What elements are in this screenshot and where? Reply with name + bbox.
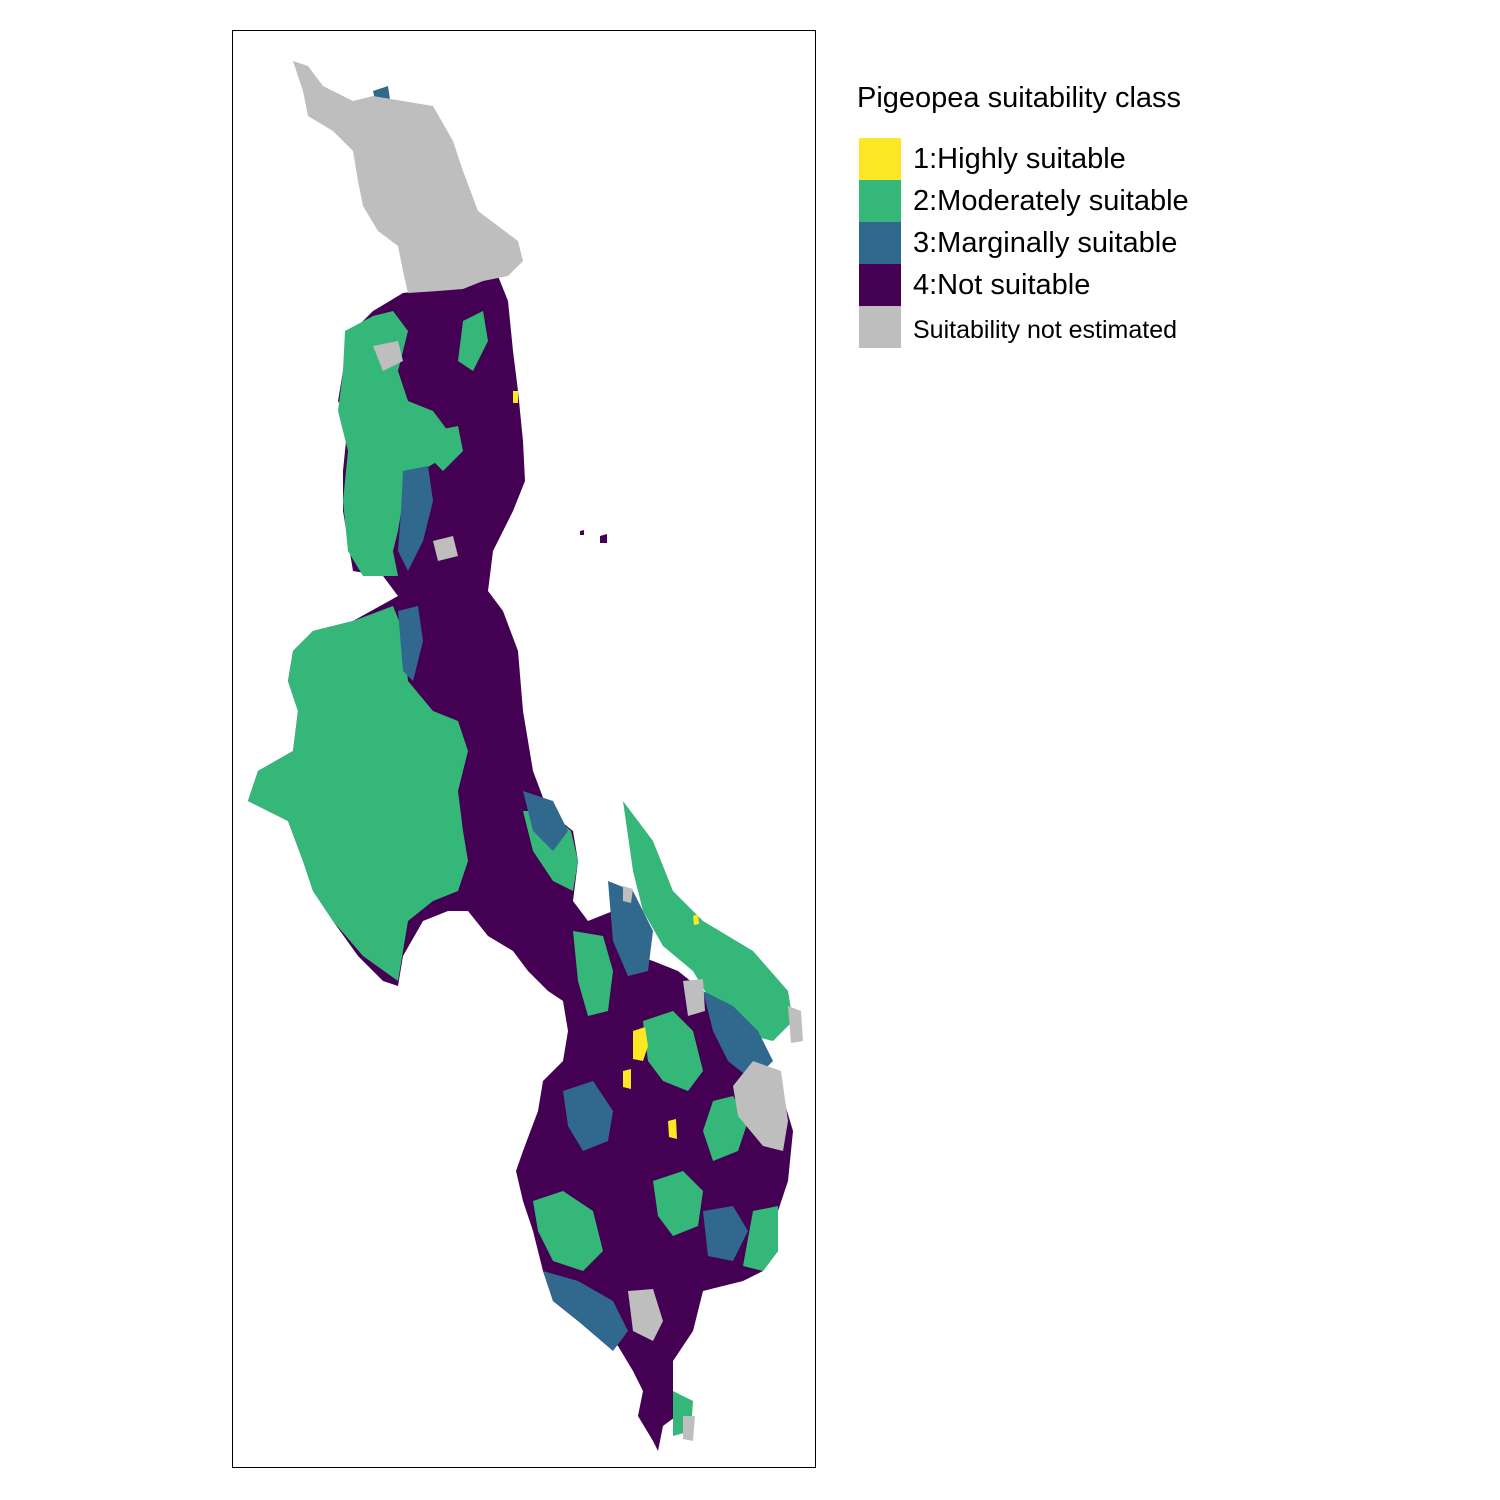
legend-item-highly-suitable: 1:Highly suitable [857,138,1181,180]
legend-swatch [859,264,901,306]
legend: Pigeopea suitability class 1:Highly suit… [857,78,1189,348]
legend-label: 4:Not suitable [913,269,1091,301]
legend-label: 3:Marginally suitable [913,227,1178,259]
class-3-region [373,86,773,1351]
legend-item-not-estimated: Suitability not estimated [857,306,1181,348]
legend-item-not-suitable: 4:Not suitable [857,264,1181,306]
islands [580,530,607,543]
legend-items: 1:Highly suitable 2:Moderately suitable … [857,138,1189,348]
not-estimated-region [293,61,803,1441]
legend-label: 2:Moderately suitable [913,185,1189,217]
legend-item-moderately-suitable: 2:Moderately suitable [857,180,1189,222]
legend-title: Pigeopea suitability class [857,82,1182,114]
suitability-map [248,61,803,1451]
map-panel [232,30,816,1468]
legend-swatch [859,180,901,222]
legend-label: 1:Highly suitable [913,143,1126,175]
class-1-region [513,391,699,1139]
legend-swatch [859,306,901,348]
legend-swatch [859,138,901,180]
class-2-region [248,311,793,1436]
legend-swatch [859,222,901,264]
legend-item-marginally-suitable: 3:Marginally suitable [857,222,1181,264]
legend-label: Suitability not estimated [913,316,1178,344]
